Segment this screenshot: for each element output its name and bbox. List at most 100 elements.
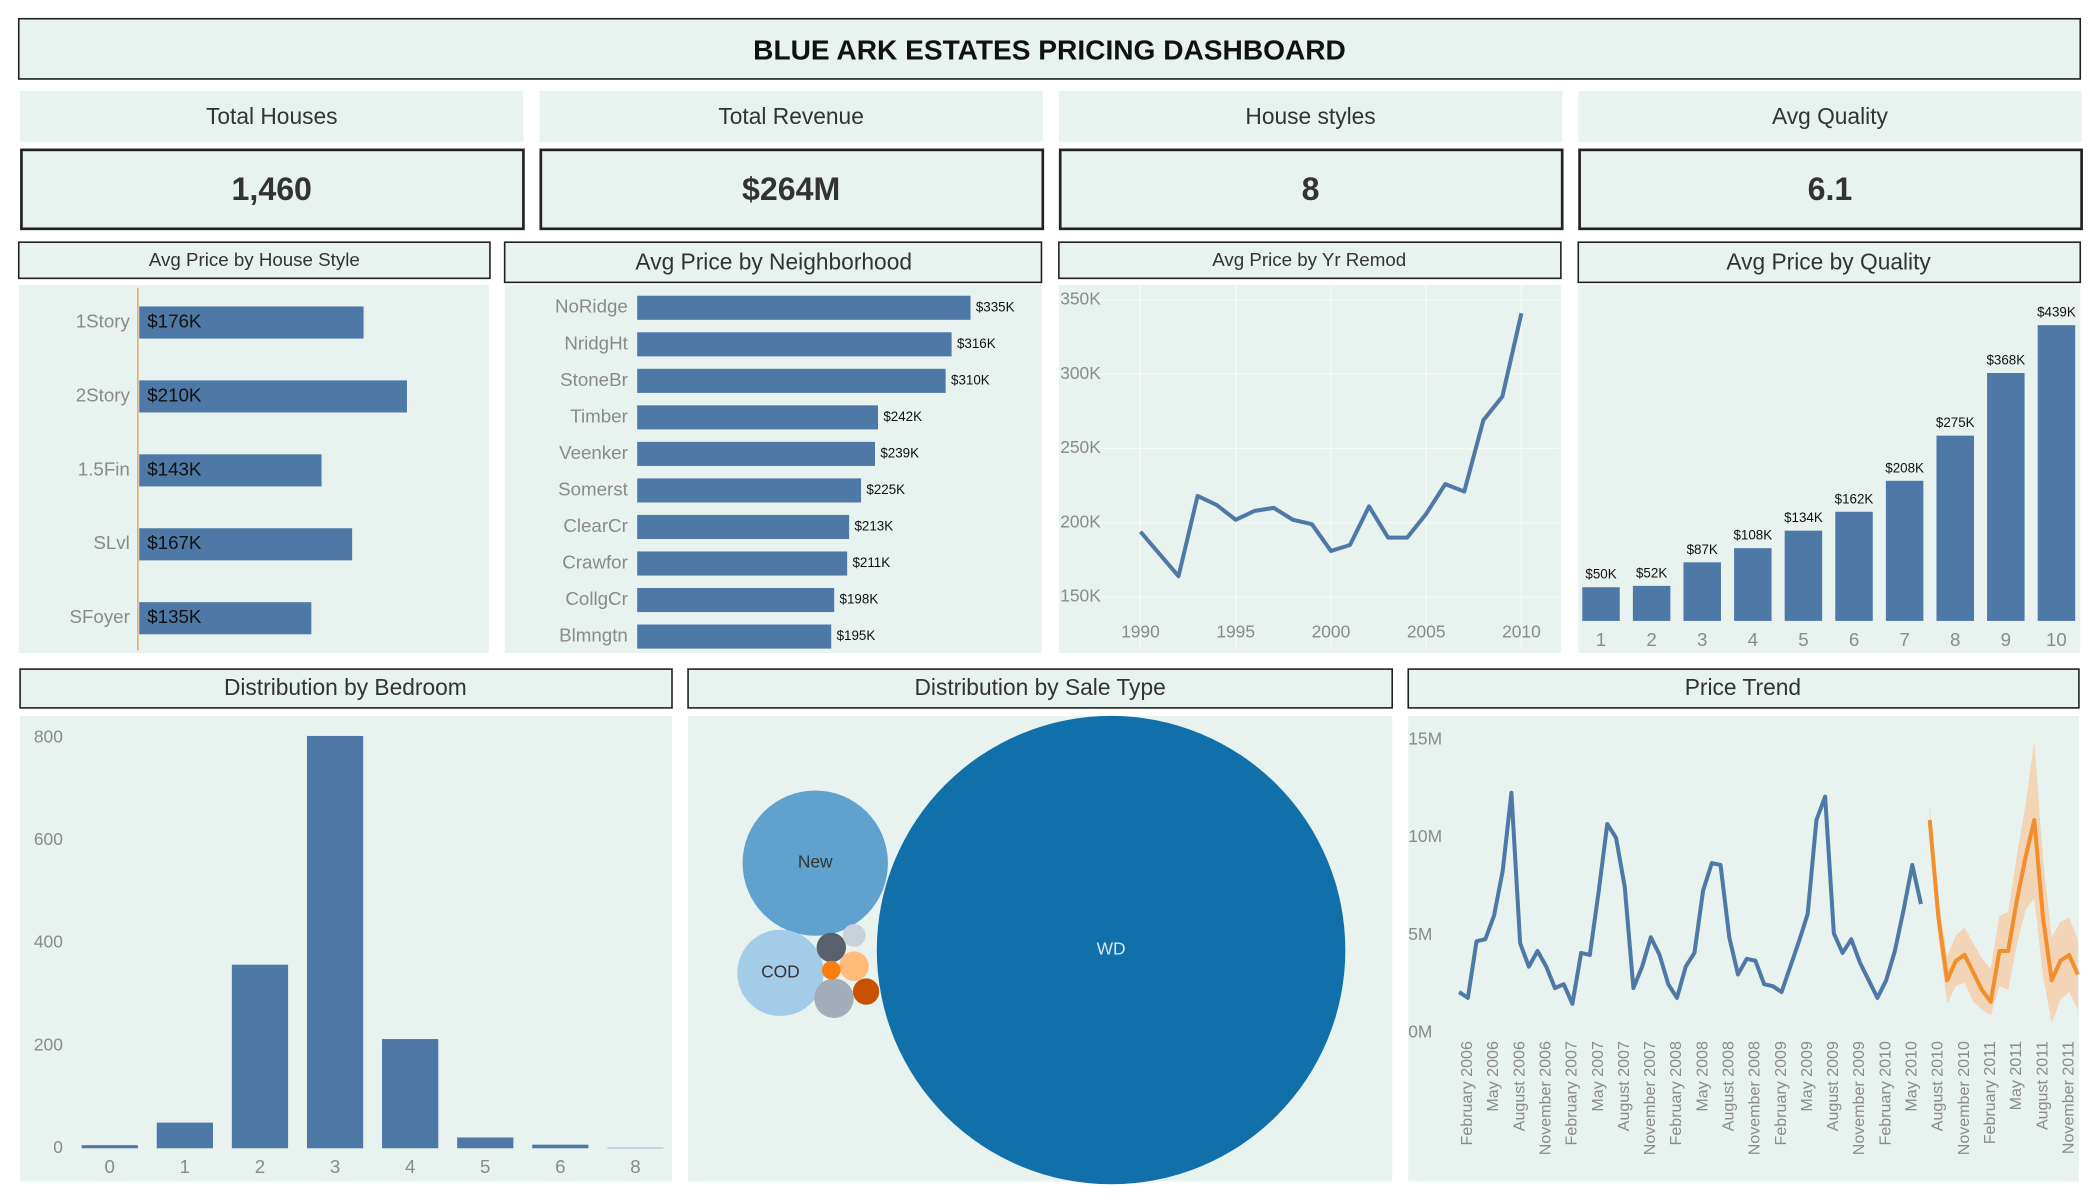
x-tick-label: August 2007: [1615, 1041, 1633, 1131]
x-tick-label: February 2008: [1667, 1041, 1685, 1145]
y-tick-label: 10M: [1408, 826, 1442, 846]
x-tick-label: 0: [105, 1156, 115, 1177]
y-tick-label: 400: [34, 932, 63, 952]
y-tick-label: 800: [34, 727, 63, 747]
x-tick-label: August 2008: [1720, 1041, 1738, 1131]
bubble: [814, 978, 854, 1019]
x-tick-label: 6: [555, 1156, 565, 1177]
bar: [1582, 587, 1620, 621]
x-tick-label: November 2011: [2059, 1041, 2077, 1154]
x-tick-label: May 2007: [1589, 1041, 1607, 1112]
panel-title: Distribution by Sale Type: [914, 674, 1165, 700]
panel-title: Price Trend: [1685, 674, 1801, 700]
bar: [637, 624, 832, 649]
panel-title: Avg Price by House Style: [149, 249, 360, 270]
value-label: $52K: [1636, 565, 1667, 580]
bar: [306, 735, 364, 1149]
kpi-value-box: [20, 148, 525, 231]
bar: [156, 1122, 213, 1149]
kpi-label: House styles: [1245, 103, 1375, 129]
x-tick-label: 4: [405, 1156, 415, 1177]
value-label: $213K: [854, 519, 893, 534]
value-label: $335K: [976, 299, 1015, 314]
value-label: $275K: [1936, 415, 1975, 430]
category-label: Timber: [570, 405, 628, 426]
value-label: $167K: [147, 532, 202, 553]
value-label: $210K: [147, 384, 202, 405]
bar: [1987, 373, 2025, 621]
y-tick-label: 150K: [1060, 586, 1101, 606]
value-label: $211K: [852, 555, 890, 570]
line: [1458, 790, 1923, 1006]
x-tick-label: August 2009: [1824, 1041, 1842, 1131]
x-tick-label: 2000: [1312, 622, 1351, 642]
x-tick-label: November 2009: [1850, 1041, 1868, 1155]
panel-header: [687, 668, 1393, 709]
line: [1138, 312, 1524, 579]
value-label: $208K: [1885, 460, 1924, 475]
bar: [81, 1145, 138, 1149]
panel-header: [1577, 241, 2082, 284]
x-tick-label: February 2009: [1772, 1041, 1790, 1145]
value-label: $162K: [1835, 491, 1874, 506]
value-label: $108K: [1733, 528, 1772, 543]
bar: [1835, 511, 1873, 621]
x-tick-label: 1: [180, 1156, 190, 1177]
bubble: [852, 978, 880, 1005]
confidence-band: [1929, 741, 2078, 1024]
panel-header: [1407, 668, 2080, 709]
bar: [231, 964, 289, 1149]
bar: [637, 405, 878, 430]
y-tick-label: 0: [53, 1137, 63, 1157]
value-label: $176K: [147, 310, 202, 331]
value-label: $439K: [2037, 305, 2076, 320]
x-tick-label: 1990: [1121, 622, 1160, 642]
y-tick-label: 600: [34, 829, 63, 849]
value-label: $50K: [1585, 567, 1616, 582]
bar: [637, 368, 946, 393]
x-tick-label: 2: [1646, 629, 1656, 650]
x-tick-label: 3: [330, 1156, 340, 1177]
x-tick-label: 4: [1748, 629, 1758, 650]
kpi-value-box: [1058, 148, 1564, 231]
category-label: SFoyer: [69, 606, 129, 627]
category-label: Crawfor: [562, 551, 628, 572]
x-tick-label: May 2011: [2007, 1041, 2025, 1110]
category-label: CollgCr: [565, 588, 627, 609]
bubble: [737, 929, 824, 1016]
category-label: 1.5Fin: [78, 458, 130, 479]
bubble-label: WD: [1097, 939, 1126, 959]
x-tick-label: 1995: [1216, 622, 1255, 642]
title-box: [17, 17, 2082, 80]
x-tick-label: 8: [630, 1156, 640, 1177]
kpi-value-box: [1578, 148, 2083, 231]
kpi-value: 6.1: [1808, 171, 1853, 207]
bar: [1632, 585, 1671, 621]
category-label: Blmngtn: [559, 625, 628, 646]
x-tick-label: November 2008: [1746, 1041, 1764, 1155]
value-label: $310K: [951, 372, 990, 387]
value-label: $198K: [840, 592, 879, 607]
x-tick-label: 10: [2046, 629, 2067, 650]
y-tick-label: 300K: [1060, 363, 1101, 383]
plot-area: [1058, 285, 1561, 654]
bar: [1885, 480, 1924, 621]
panel-header: [17, 241, 491, 280]
panel-title: Distribution by Bedroom: [224, 674, 467, 700]
x-tick-label: May 2006: [1484, 1041, 1502, 1112]
x-tick-label: February 2007: [1563, 1041, 1581, 1145]
x-tick-label: February 2006: [1458, 1041, 1476, 1145]
bar: [637, 332, 952, 357]
x-tick-label: November 2007: [1641, 1041, 1659, 1155]
bar: [1734, 548, 1772, 621]
x-tick-label: August 2011: [2033, 1041, 2051, 1130]
value-label: $368K: [1986, 352, 2025, 367]
bar: [2037, 325, 2076, 621]
panel-header: [503, 241, 1043, 284]
category-label: SLvl: [93, 532, 129, 553]
y-tick-label: 250K: [1060, 437, 1101, 457]
category-label: ClearCr: [563, 515, 627, 536]
category-label: Somerst: [558, 478, 629, 499]
category-label: NridgHt: [564, 332, 628, 353]
bar: [139, 380, 407, 413]
